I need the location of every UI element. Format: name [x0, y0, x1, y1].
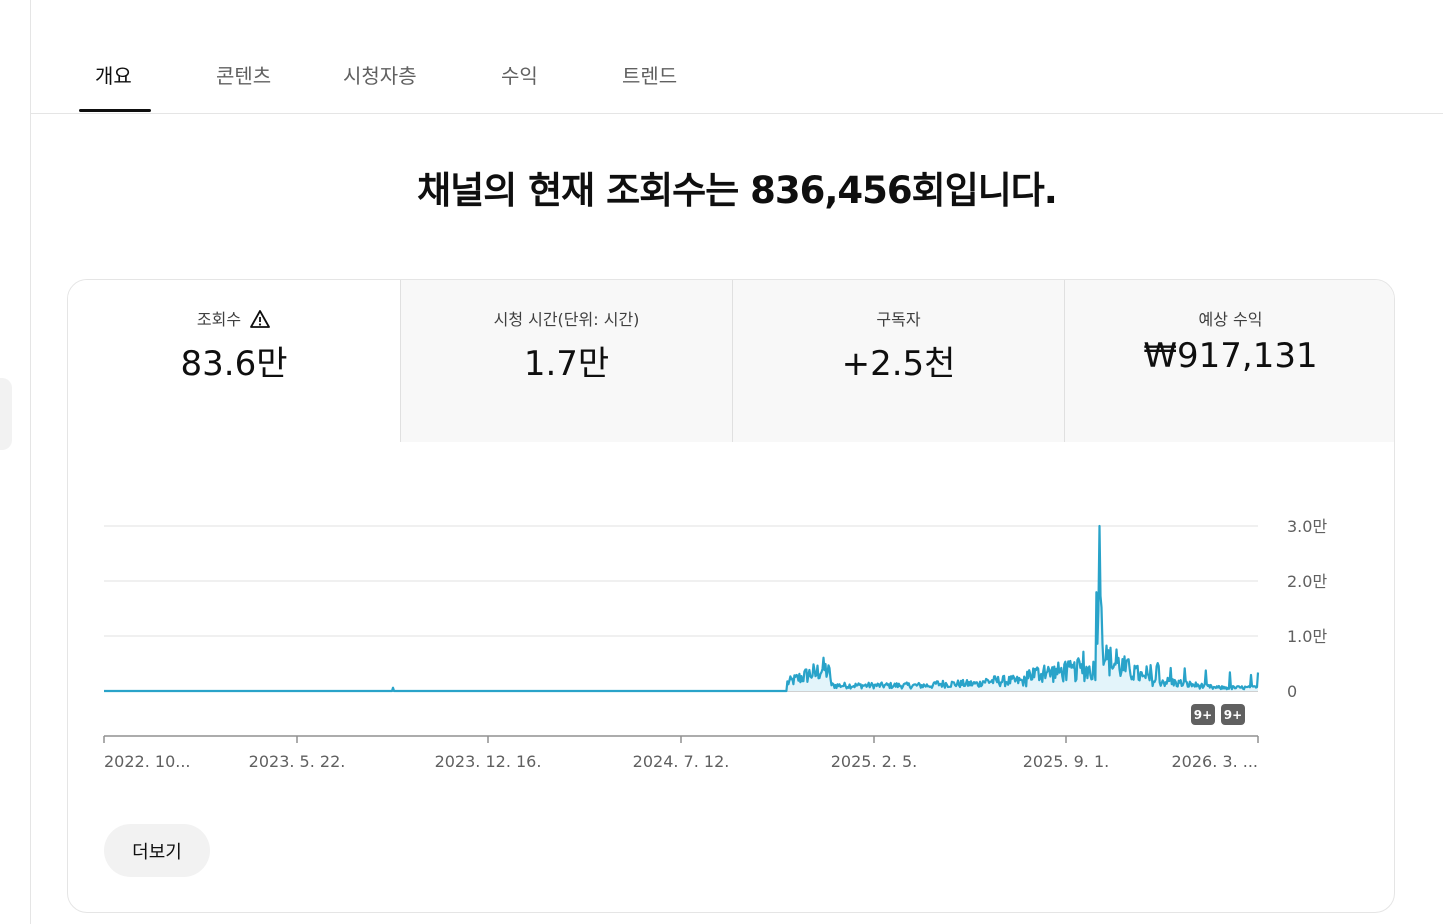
svg-text:9+: 9+ [1224, 708, 1242, 722]
x-tick-label: 2023. 12. 16. [435, 752, 542, 771]
metric-revenue-label: 예상 수익 [1198, 310, 1263, 329]
tab-overview[interactable]: 개요 [95, 64, 132, 88]
y-tick-label: 0 [1287, 682, 1297, 701]
x-tick-label: 2023. 5. 22. [249, 752, 346, 771]
metric-subscribers[interactable]: 구독자 +2.5천 [732, 280, 1064, 442]
y-tick-label: 2.0만 [1287, 572, 1327, 591]
left-sidebar-rail [0, 0, 31, 924]
see-more-button[interactable]: 더보기 [104, 824, 210, 877]
metric-subscribers-value: +2.5천 [841, 344, 956, 384]
event-marker-badge[interactable]: 9+ [1221, 704, 1245, 725]
series-line [103, 524, 1260, 693]
metric-revenue-value: ₩917,131 [1143, 336, 1318, 376]
views-line-chart[interactable]: 3.0만 2.0만 1.0만 0 9+ 9+ 2022. 10... 2023. 5. 22.… [68, 280, 1394, 820]
x-tick-label: 2024. 7. 12. [633, 752, 730, 771]
event-marker-badge[interactable]: 9+ [1191, 704, 1215, 725]
active-tab-indicator [79, 109, 151, 112]
tab-audience[interactable]: 시청자층 [343, 64, 417, 88]
metric-views[interactable]: 조회수 83.6만 [68, 280, 400, 442]
overview-metrics-card: 조회수 83.6만 시청 시간(단위: 시간) 1.7만 구독자 +2.5천 예… [67, 279, 1395, 913]
metric-views-value: 83.6만 [180, 344, 288, 384]
metric-subscribers-label: 구독자 [876, 310, 921, 329]
metric-watch-time-label: 시청 시간(단위: 시간) [493, 310, 640, 329]
metric-estimated-revenue[interactable]: 예상 수익 ₩917,131 [1064, 280, 1394, 442]
y-tick-label: 3.0만 [1287, 517, 1327, 536]
tab-trends[interactable]: 트렌드 [622, 64, 678, 88]
metric-views-label-row: 조회수 [68, 306, 400, 333]
analytics-tab-bar: 개요 콘텐츠 시청자층 수익 트렌드 [31, 0, 1443, 114]
svg-text:9+: 9+ [1194, 708, 1212, 722]
warning-triangle-icon[interactable] [249, 309, 271, 333]
x-tick-label: 2022. 10... [104, 752, 191, 771]
metric-watch-time[interactable]: 시청 시간(단위: 시간) 1.7만 [400, 280, 732, 442]
page-headline: 채널의 현재 조회수는 836,456회입니다. [417, 169, 1058, 212]
tab-content[interactable]: 콘텐츠 [216, 64, 272, 88]
metric-views-label: 조회수 [196, 310, 242, 329]
x-tick-label: 2025. 2. 5. [831, 752, 918, 771]
tab-revenue[interactable]: 수익 [501, 64, 538, 88]
y-tick-label: 1.0만 [1287, 627, 1327, 646]
x-tick-label: 2026. 3. ... [1172, 752, 1259, 771]
x-tick-label: 2025. 9. 1. [1023, 752, 1110, 771]
sidebar-collapse-handle[interactable] [0, 378, 12, 450]
metric-watch-time-value: 1.7만 [523, 344, 610, 384]
